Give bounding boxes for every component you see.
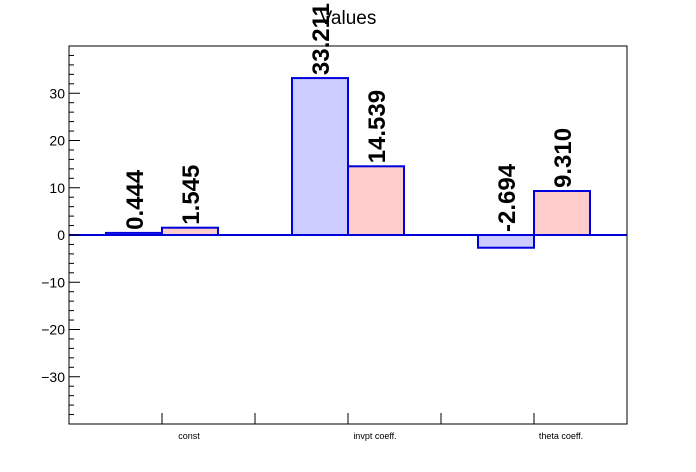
y-axis: −30 −20 −10 0 10 20 30 [41,54,80,416]
x-category-label: invpt coeff. [353,431,396,441]
data-label: 14.539 [364,90,391,163]
bar-theta-coeff--series-2 [533,190,591,237]
x-axis: const invpt coeff. theta coeff. [161,413,583,441]
data-label: -2.694 [494,163,521,232]
y-tick-label: 20 [49,133,65,149]
data-label: 0.444 [122,169,149,230]
x-category-label: theta coeff. [539,431,583,441]
chart-title: Values [320,8,377,29]
y-tick-label: 10 [49,180,65,196]
y-tick-label: −10 [41,274,65,290]
y-tick-label: −30 [41,369,65,385]
data-label: 33.211 [308,3,335,75]
y-tick-label: 30 [49,85,65,101]
bars-layer [105,77,591,249]
data-labels-layer: 0.444 33.211 -2.694 1.545 14.539 9.310 [122,3,577,232]
y-tick-label: −20 [41,322,65,338]
data-label: 9.310 [550,128,577,188]
x-category-label: const [178,431,200,441]
y-tick-label: 0 [57,227,65,243]
bar-invpt-coeff--series-1 [291,77,349,237]
bar-const-series-2 [161,226,219,236]
data-label: 1.545 [178,165,205,225]
bar-theta-coeff--series-1 [477,234,535,249]
bar-invpt-coeff--series-2 [347,165,405,236]
